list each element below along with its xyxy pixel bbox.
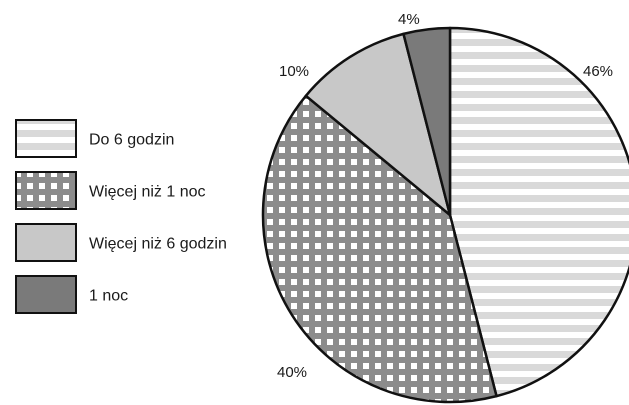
slice-value-label-do-6-godzin: 46% — [583, 63, 613, 80]
legend-swatch-wiecej-niz-6-godzin — [15, 223, 77, 262]
legend: Do 6 godzin Więcej niż 1 noc Więcej niż 6 … — [15, 119, 227, 314]
legend-item-wiecej-niz-1-noc: Więcej niż 1 noc — [15, 171, 206, 210]
pie-slice-1-noc — [402, 26, 452, 217]
percentage-labels: 46% 40% 10% 4% — [277, 11, 613, 381]
pie-slice-wiecej-niz-1-noc — [261, 94, 498, 404]
pie-slice-do-6-godzin — [448, 26, 629, 398]
legend-label-wiecej-niz-6-godzin: Więcej niż 6 godzin — [89, 236, 227, 253]
legend-item-wiecej-niz-6-godzin: Więcej niż 6 godzin — [15, 223, 227, 262]
slice-value-label-wiecej-niz-6-godzin: 10% — [279, 63, 309, 80]
legend-swatch-1-noc — [15, 275, 77, 314]
legend-swatch-do-6-godzin — [15, 119, 77, 158]
pie-slices — [261, 26, 629, 404]
legend-label-do-6-godzin: Do 6 godzin — [89, 132, 174, 149]
legend-label-wiecej-niz-1-noc: Więcej niż 1 noc — [89, 184, 206, 201]
slice-value-label-wiecej-niz-1-noc: 40% — [277, 364, 307, 381]
legend-item-do-6-godzin: Do 6 godzin — [15, 119, 174, 158]
legend-item-1-noc: 1 noc — [15, 275, 128, 314]
legend-label-1-noc: 1 noc — [89, 288, 128, 305]
slice-value-label-1-noc: 4% — [398, 11, 420, 28]
legend-swatch-wiecej-niz-1-noc — [15, 171, 77, 210]
